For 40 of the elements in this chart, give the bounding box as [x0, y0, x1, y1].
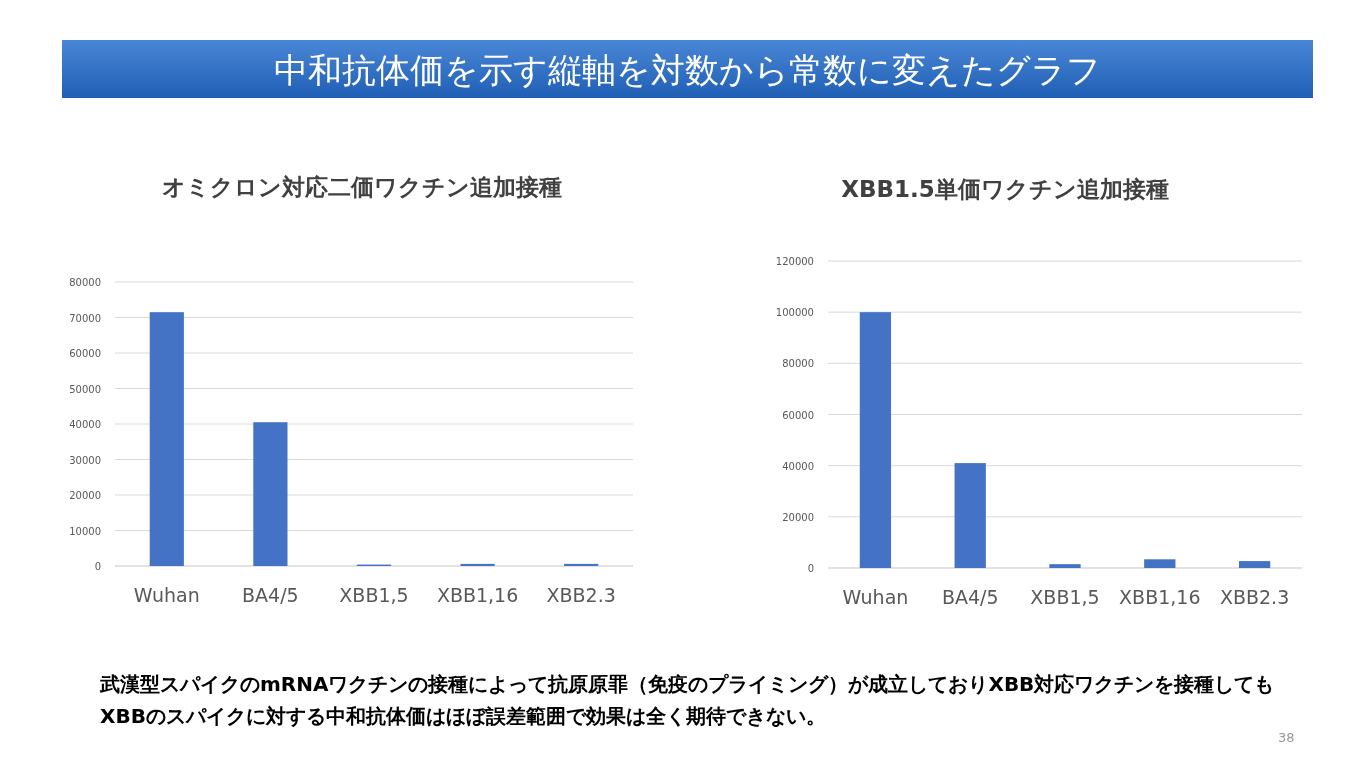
y-tick-label: 50000 [69, 383, 101, 395]
x-tick-label: XBB1,16 [436, 584, 519, 606]
y-tick-label: 10000 [69, 525, 101, 537]
y-tick-label: 80000 [69, 277, 101, 288]
y-tick-label: 40000 [69, 419, 101, 430]
y-tick-label: 40000 [782, 460, 814, 472]
y-tick-label: 20000 [782, 511, 814, 523]
chart-title: XBB1.5単価ワクチン追加接種 [841, 176, 1169, 202]
y-tick-label: 0 [94, 561, 101, 572]
bar [1238, 561, 1271, 568]
bar [954, 463, 986, 568]
x-tick-label: BA4/5 [941, 586, 999, 608]
y-tick-label: 70000 [69, 312, 101, 324]
bar [149, 312, 184, 566]
bar [1049, 564, 1081, 568]
y-tick-label: 30000 [69, 454, 101, 466]
x-tick-label: Wuhan [133, 584, 200, 606]
y-tick-label: 100000 [775, 307, 814, 319]
y-tick-label: 0 [807, 563, 814, 574]
bar [1144, 559, 1176, 568]
x-tick-label: BA4/5 [242, 584, 299, 606]
x-tick-label: XBB1,5 [339, 584, 409, 606]
x-tick-label: XBB2.3 [1219, 586, 1290, 608]
y-tick-label: 120000 [775, 256, 814, 267]
chart-title: オミクロン対応二価ワクチン追加接種 [162, 174, 562, 200]
bar [859, 312, 892, 568]
y-tick-label: 80000 [782, 358, 814, 370]
text: 中和抗体価を示す縦軸を対数から常数に変えたグラフ [273, 50, 1101, 90]
bar [460, 563, 495, 566]
y-tick-label: 60000 [782, 409, 814, 421]
text: 38 [1278, 730, 1295, 745]
x-tick-label: XBB1,5 [1030, 586, 1100, 608]
y-tick-label: 20000 [69, 490, 101, 501]
bar [564, 563, 599, 566]
x-tick-label: XBB2.3 [546, 584, 616, 606]
text: 武漢型スパイクのmRNAワクチンの接種によって抗原原罪（免疫のプライミング）が成立しておりXBB対応ワクチンを接種してもXBBのスパイクに対する中和抗体価はほぼ誤差範囲で効果は全く期待できない。 [100, 672, 1275, 728]
bar [253, 422, 288, 566]
x-tick-label: XBB1,16 [1119, 586, 1201, 608]
y-tick-label: 60000 [69, 348, 101, 359]
x-tick-label: Wuhan [842, 586, 909, 608]
